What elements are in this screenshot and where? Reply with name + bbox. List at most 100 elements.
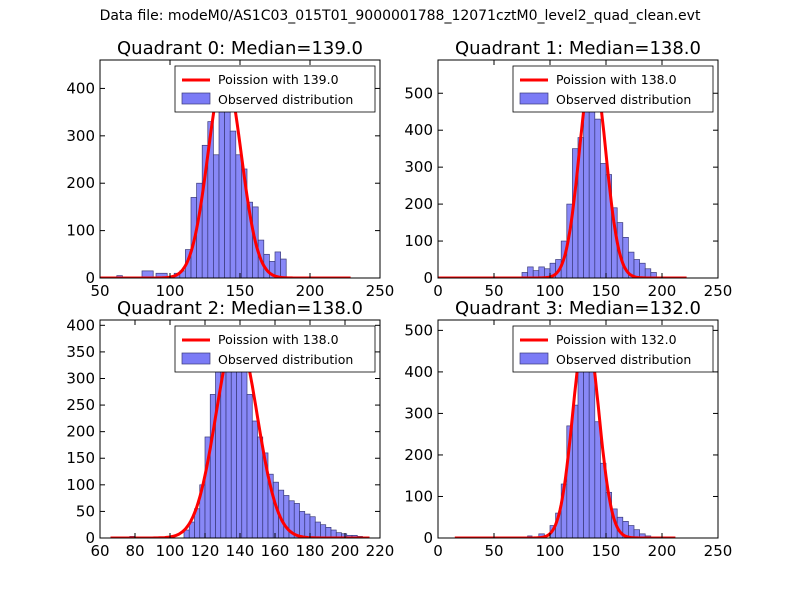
histogram-bar	[639, 262, 646, 278]
legend: Poission with 138.0 Observed distribution	[512, 65, 714, 113]
histogram-bar	[274, 251, 281, 278]
x-tick-label: 50	[90, 282, 109, 300]
y-tick-label: 100	[404, 232, 433, 250]
x-tick-label: 250	[366, 282, 395, 300]
x-tick-label: 80	[125, 542, 144, 560]
quadrant-2-panel: 60 80 100 120 140 160 180 200 220 0 50 100 150 200 250…	[66, 298, 394, 560]
legend-label-bars: Observed distribution	[556, 92, 691, 107]
histogram-bar	[241, 362, 248, 538]
x-tick-label: 160	[261, 542, 290, 560]
x-tick-label: 0	[433, 542, 443, 560]
legend-bar-swatch	[181, 352, 211, 365]
x-tick-label: 150	[592, 542, 621, 560]
x-tick-label: 0	[433, 282, 443, 300]
legend: Poission with 132.0 Observed distribution	[512, 325, 714, 373]
histogram-bar	[309, 516, 316, 538]
x-tick-label: 200	[331, 542, 360, 560]
histogram-bar	[594, 421, 601, 538]
histogram-bar	[594, 118, 601, 278]
y-tick-label: 300	[404, 404, 433, 422]
quadrant-1-panel: 0 50 100 150 200 250 0 100 200 300 400 500 Quadrant …	[404, 38, 732, 300]
histogram-bar	[600, 163, 607, 278]
quadrant-title: Quadrant 1: Median=138.0	[455, 38, 701, 59]
y-tick-label: 500	[404, 84, 433, 102]
histogram-bar	[320, 524, 327, 538]
histogram-bar	[246, 394, 253, 538]
legend-label-bars: Observed distribution	[218, 92, 353, 107]
y-tick-label: 100	[66, 476, 95, 494]
x-tick-label: 50	[484, 282, 503, 300]
y-tick-label: 200	[66, 423, 95, 441]
x-tick-label: 100	[536, 282, 565, 300]
legend-label-bars: Observed distribution	[218, 352, 353, 367]
quadrant-title: Quadrant 0: Median=139.0	[117, 38, 363, 59]
legend-bar-swatch	[519, 352, 549, 365]
plot-frame	[437, 319, 719, 539]
y-tick-label: 200	[404, 195, 433, 213]
y-tick-label: 0	[423, 269, 433, 287]
y-tick-label: 200	[404, 446, 433, 464]
legend-bar-swatch	[181, 92, 211, 105]
x-tick-label: 120	[191, 542, 220, 560]
x-tick-label: 100	[536, 542, 565, 560]
x-tick-label: 250	[704, 542, 733, 560]
plot-frame	[437, 59, 719, 279]
histogram-bar	[236, 346, 243, 538]
histogram-bar	[293, 503, 300, 538]
y-tick-label: 300	[404, 158, 433, 176]
figure-title: Data file: modeM0/AS1C03_015T01_90000017…	[99, 8, 701, 24]
y-tick-label: 350	[66, 343, 95, 361]
y-tick-label: 0	[423, 529, 433, 547]
legend-label-curve: Poission with 139.0	[218, 72, 339, 87]
legend-bar-swatch	[519, 92, 549, 105]
histogram-bar	[577, 359, 584, 538]
x-tick-label: 180	[296, 542, 325, 560]
histogram-bar	[280, 258, 287, 278]
histogram-bar	[213, 154, 220, 278]
x-tick-label: 220	[366, 542, 395, 560]
y-tick-label: 400	[66, 79, 95, 97]
x-tick-label: 100	[156, 282, 185, 300]
y-tick-label: 100	[404, 487, 433, 505]
poisson-curve	[454, 326, 676, 538]
y-tick-label: 0	[85, 529, 95, 547]
y-tick-label: 400	[404, 121, 433, 139]
y-tick-label: 300	[66, 127, 95, 145]
legend: Poission with 139.0 Observed distribution	[174, 65, 376, 113]
histogram-bar	[633, 259, 640, 278]
x-tick-label: 250	[704, 282, 733, 300]
legend-label-curve: Poission with 132.0	[556, 332, 677, 347]
x-tick-label: 100	[156, 542, 185, 560]
y-tick-label: 400	[66, 316, 95, 334]
y-tick-label: 500	[404, 321, 433, 339]
y-tick-label: 200	[66, 174, 95, 192]
histogram-bar	[251, 420, 258, 538]
x-tick-label: 60	[90, 542, 109, 560]
histogram-bar	[235, 154, 242, 278]
x-tick-label: 200	[648, 542, 677, 560]
y-tick-label: 150	[66, 449, 95, 467]
legend: Poission with 138.0 Observed distribution	[174, 325, 376, 373]
quadrant-3-panel: 0 50 100 150 200 250 0 100 200 300 400 500 Quadrant …	[404, 298, 732, 560]
x-tick-label: 200	[296, 282, 325, 300]
y-tick-label: 400	[404, 363, 433, 381]
histogram-bar	[299, 511, 306, 538]
x-tick-label: 140	[226, 542, 255, 560]
x-tick-label: 150	[226, 282, 255, 300]
histogram-bar	[527, 266, 534, 278]
y-tick-label: 100	[66, 222, 95, 240]
histogram-bar	[257, 436, 264, 538]
legend-label-curve: Poission with 138.0	[556, 72, 677, 87]
histogram-bar	[650, 272, 657, 278]
histogram-bar	[572, 404, 579, 538]
histogram-bar	[325, 527, 332, 538]
y-tick-label: 300	[66, 369, 95, 387]
y-tick-label: 0	[85, 269, 95, 287]
quadrant-0-panel: 50 100 150 200 250 0 100 200 300 400 Quadrant 0: M…	[66, 38, 394, 300]
histogram-bar	[314, 521, 321, 538]
quadrant-title: Quadrant 2: Median=138.0	[117, 298, 363, 319]
y-tick-label: 50	[76, 502, 95, 520]
x-tick-label: 50	[484, 542, 503, 560]
quadrant-0-plot-area	[100, 70, 351, 278]
